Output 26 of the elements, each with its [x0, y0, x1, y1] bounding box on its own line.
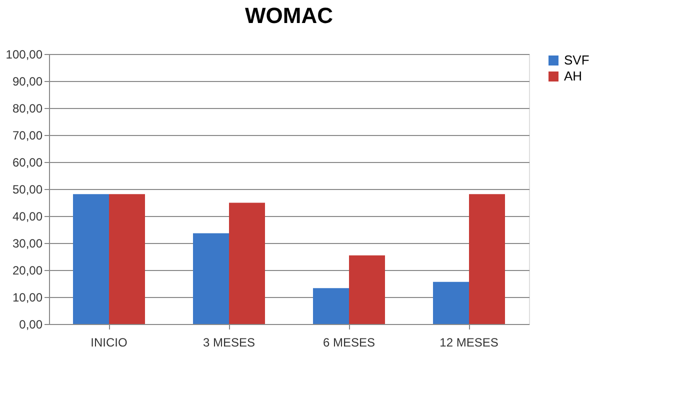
legend-label: SVF — [564, 52, 590, 68]
bar — [349, 255, 385, 324]
y-tick-label: 100,00 — [6, 48, 43, 62]
x-tick-label: 6 MESES — [322, 336, 376, 350]
y-tick-label: 50,00 — [12, 182, 43, 196]
bar — [73, 194, 109, 324]
x-tick-label: 12 MESES — [440, 336, 498, 350]
y-tick-label: 10,00 — [12, 290, 43, 304]
legend-label: AH — [564, 68, 582, 84]
y-tick-label: 60,00 — [12, 156, 43, 170]
y-tick-label: 90,00 — [12, 74, 43, 88]
y-tick-label: 0,00 — [19, 318, 43, 332]
x-tick-label: 3 MESES — [202, 336, 256, 350]
y-tick-label: 80,00 — [12, 102, 43, 116]
bar — [109, 194, 145, 324]
chart-title: WOMAC — [245, 3, 334, 28]
y-tick-label: 70,00 — [12, 128, 43, 142]
bar — [193, 233, 229, 324]
y-tick-label: 30,00 — [12, 236, 43, 250]
x-tick-label: INICIO — [90, 336, 128, 350]
bar — [229, 202, 265, 324]
bar — [469, 194, 505, 324]
bar — [433, 282, 469, 324]
bar — [313, 288, 349, 324]
y-tick-label: 40,00 — [12, 210, 43, 224]
y-tick-label: 20,00 — [12, 264, 43, 278]
